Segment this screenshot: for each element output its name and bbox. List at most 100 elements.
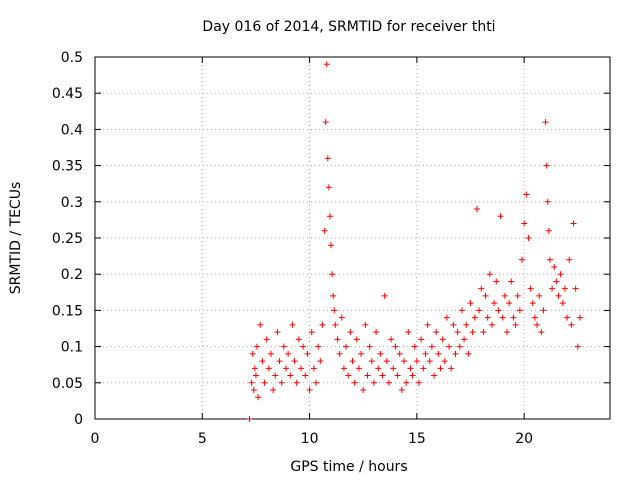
data-point — [557, 271, 564, 278]
data-point — [428, 343, 435, 350]
data-point — [263, 336, 270, 343]
data-point — [334, 336, 341, 343]
data-point — [300, 343, 307, 350]
data-point — [295, 336, 302, 343]
data-points — [246, 61, 583, 422]
data-point — [456, 343, 463, 350]
data-point — [448, 365, 455, 372]
data-point — [394, 372, 401, 379]
data-point — [574, 343, 581, 350]
data-point — [454, 329, 461, 336]
data-point — [452, 350, 459, 357]
data-point — [542, 119, 549, 126]
data-point — [280, 343, 287, 350]
data-point — [549, 285, 556, 292]
data-point — [499, 314, 506, 321]
data-point — [287, 372, 294, 379]
y-tick-label: 0.25 — [52, 231, 83, 247]
x-axis-label: GPS time / hours — [290, 459, 407, 475]
data-point — [358, 350, 365, 357]
data-point — [568, 321, 575, 328]
data-point — [480, 329, 487, 336]
data-point — [390, 365, 397, 372]
data-point — [559, 300, 566, 307]
y-tick-label: 0.3 — [61, 195, 83, 211]
data-point — [276, 358, 283, 365]
x-tick-label: 5 — [198, 431, 207, 447]
data-point — [322, 119, 329, 126]
data-point — [331, 307, 338, 314]
x-tick-label: 15 — [408, 431, 426, 447]
x-tick-label: 20 — [515, 431, 533, 447]
data-point — [315, 343, 322, 350]
data-point — [261, 379, 268, 386]
data-point — [360, 387, 367, 394]
data-point — [538, 329, 545, 336]
data-point — [291, 358, 298, 365]
data-point — [324, 155, 331, 162]
data-point — [251, 365, 258, 372]
data-point — [521, 220, 528, 227]
data-point — [435, 350, 442, 357]
data-point — [409, 372, 416, 379]
data-point — [332, 321, 339, 328]
data-point — [416, 379, 423, 386]
data-point — [465, 350, 472, 357]
data-point — [385, 379, 392, 386]
data-point — [249, 350, 256, 357]
data-point — [544, 198, 551, 205]
data-point — [336, 350, 343, 357]
data-point — [431, 372, 438, 379]
data-point — [373, 329, 380, 336]
data-point — [308, 329, 315, 336]
data-point — [330, 292, 337, 299]
data-point — [555, 292, 562, 299]
data-point — [510, 314, 517, 321]
y-tick-label: 0.05 — [52, 376, 83, 392]
data-point — [450, 321, 457, 328]
data-point — [401, 358, 407, 365]
data-point — [495, 307, 502, 314]
data-point — [338, 314, 345, 321]
data-point — [343, 343, 350, 350]
data-point — [543, 162, 550, 169]
data-point — [285, 350, 292, 357]
data-point — [257, 321, 264, 328]
data-point — [349, 358, 356, 365]
data-point — [488, 321, 495, 328]
data-point — [433, 329, 440, 336]
data-point — [514, 292, 521, 299]
data-point — [347, 329, 354, 336]
data-point — [501, 292, 508, 299]
data-point — [566, 256, 573, 263]
y-tick-label: 0 — [74, 412, 83, 428]
y-tick-label: 0.45 — [52, 86, 83, 102]
data-point — [546, 256, 553, 263]
data-point — [426, 358, 433, 365]
data-point — [407, 365, 414, 372]
x-tick-label: 0 — [91, 431, 100, 447]
data-point — [471, 314, 478, 321]
data-point — [381, 292, 388, 299]
data-point — [351, 379, 358, 386]
data-point — [368, 358, 375, 365]
data-point — [248, 379, 255, 386]
data-point — [486, 271, 493, 278]
data-point — [259, 358, 266, 365]
data-point — [340, 365, 347, 372]
y-tick-label: 0.2 — [61, 267, 83, 283]
data-point — [463, 321, 470, 328]
data-point — [405, 329, 412, 336]
data-point — [553, 278, 560, 285]
data-point — [375, 365, 382, 372]
data-point — [458, 307, 465, 314]
data-point — [443, 314, 450, 321]
data-point — [377, 350, 384, 357]
data-point — [293, 379, 300, 386]
data-point — [411, 343, 418, 350]
y-tick-label: 0.15 — [52, 303, 83, 319]
data-point — [370, 379, 377, 386]
y-tick-label: 0.5 — [61, 50, 83, 66]
data-point — [255, 394, 262, 401]
data-point — [355, 365, 362, 372]
